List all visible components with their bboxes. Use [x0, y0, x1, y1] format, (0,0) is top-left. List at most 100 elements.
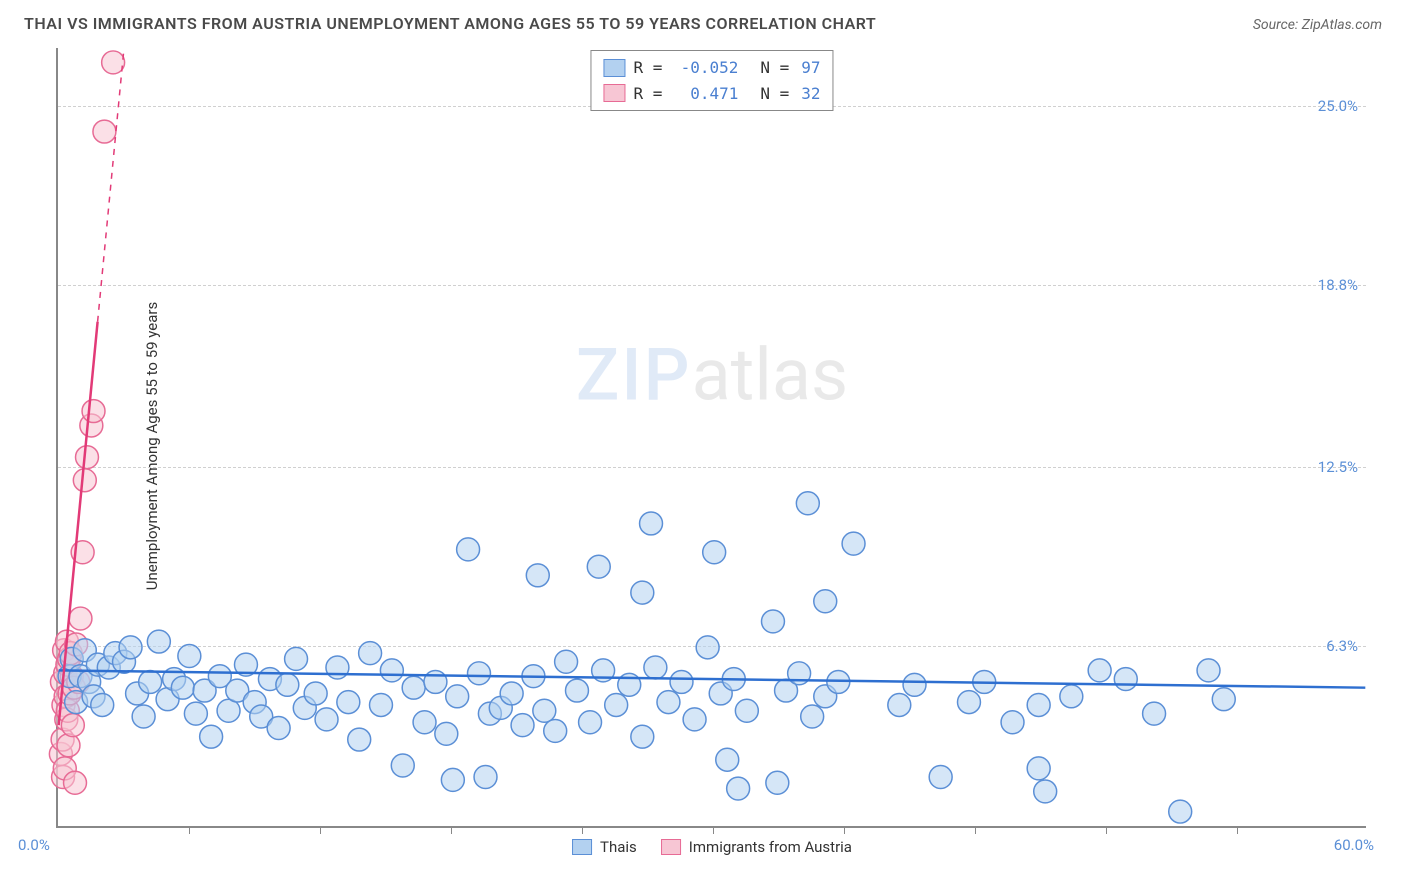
data-point: [171, 676, 194, 699]
data-point: [91, 694, 114, 717]
n-label: N =: [760, 81, 789, 107]
data-point: [1027, 694, 1050, 717]
r-label: R =: [633, 81, 662, 107]
legend-swatch: [603, 59, 625, 77]
data-point: [370, 694, 393, 717]
data-point: [304, 682, 327, 705]
r-value: 0.471: [674, 81, 738, 107]
data-point: [337, 691, 360, 714]
legend-label: Thais: [600, 838, 637, 856]
data-point: [766, 771, 789, 794]
data-point: [119, 636, 142, 659]
data-point: [903, 673, 926, 696]
x-tick: [582, 826, 583, 834]
data-point: [735, 699, 758, 722]
data-point: [696, 636, 719, 659]
data-point: [533, 699, 556, 722]
data-point: [64, 771, 87, 794]
x-tick: [713, 826, 714, 834]
x-tick: [451, 826, 452, 834]
n-value: 97: [801, 55, 820, 81]
data-point: [796, 492, 819, 515]
data-point: [82, 400, 105, 423]
legend-item: Thais: [572, 838, 637, 856]
data-point: [435, 722, 458, 745]
data-point: [1060, 685, 1083, 708]
data-point: [1001, 711, 1024, 734]
trend-line-pink-dashed: [98, 48, 124, 322]
data-point: [1143, 702, 1166, 725]
legend-item: Immigrants from Austria: [661, 838, 852, 856]
data-point: [413, 711, 436, 734]
data-point: [579, 711, 602, 734]
data-point: [958, 691, 981, 714]
r-value: -0.052: [674, 55, 738, 81]
data-point: [670, 670, 693, 693]
legend-label: Immigrants from Austria: [689, 838, 852, 856]
legend-row: R =-0.052N =97: [603, 55, 820, 81]
chart-title: THAI VS IMMIGRANTS FROM AUSTRIA UNEMPLOY…: [24, 14, 876, 33]
data-point: [555, 650, 578, 673]
data-point: [762, 610, 785, 633]
x-tick: [844, 826, 845, 834]
data-point: [468, 662, 491, 685]
data-point: [132, 705, 155, 728]
data-point: [814, 590, 837, 613]
plot-area: ZIPatlas 6.3%12.5%18.8%25.0% R =-0.052N …: [56, 48, 1366, 828]
data-point: [631, 725, 654, 748]
data-point: [605, 694, 628, 717]
data-point: [315, 708, 338, 731]
data-point: [359, 642, 382, 665]
data-point: [1027, 757, 1050, 780]
legend-row: R = 0.471 N = 32: [603, 81, 820, 107]
data-point: [391, 754, 414, 777]
data-point: [1114, 668, 1137, 691]
data-point: [1034, 780, 1057, 803]
axis-max-label: 60.0%: [1334, 836, 1374, 854]
data-point: [500, 682, 523, 705]
data-point: [1088, 659, 1111, 682]
data-point: [380, 659, 403, 682]
x-tick: [189, 826, 190, 834]
data-point: [276, 673, 299, 696]
data-point: [683, 708, 706, 731]
data-point: [640, 512, 663, 535]
x-tick: [1106, 826, 1107, 834]
data-point: [147, 630, 170, 653]
data-point: [544, 719, 567, 742]
data-point: [285, 647, 308, 670]
data-point: [801, 705, 824, 728]
data-point: [1169, 800, 1192, 823]
correlation-legend: R = -0.052 N = 97R = 0.471 N = 32: [590, 50, 833, 111]
data-point: [631, 581, 654, 604]
data-point: [929, 766, 952, 789]
data-point: [644, 656, 667, 679]
legend-swatch: [661, 839, 681, 855]
data-point: [184, 702, 207, 725]
data-point: [888, 694, 911, 717]
source-label: Source: ZipAtlas.com: [1253, 17, 1382, 33]
data-point: [424, 670, 447, 693]
data-point: [200, 725, 223, 748]
data-point: [1197, 659, 1220, 682]
data-point: [69, 607, 92, 630]
data-point: [587, 555, 610, 578]
series-legend: Thais Immigrants from Austria: [572, 838, 852, 856]
data-point: [727, 777, 750, 800]
axis-origin-label: 0.0%: [18, 836, 50, 854]
r-label: R =: [633, 55, 662, 81]
legend-swatch: [603, 84, 625, 102]
n-value: 32: [801, 81, 820, 107]
data-point: [526, 564, 549, 587]
data-point: [1212, 688, 1235, 711]
data-point: [57, 734, 80, 757]
x-tick: [1237, 826, 1238, 834]
plot-svg: [58, 48, 1366, 826]
x-tick: [320, 826, 321, 834]
data-point: [716, 748, 739, 771]
data-point: [76, 446, 99, 469]
data-point: [348, 728, 371, 751]
legend-swatch: [572, 839, 592, 855]
data-point: [657, 691, 680, 714]
data-point: [93, 120, 116, 143]
